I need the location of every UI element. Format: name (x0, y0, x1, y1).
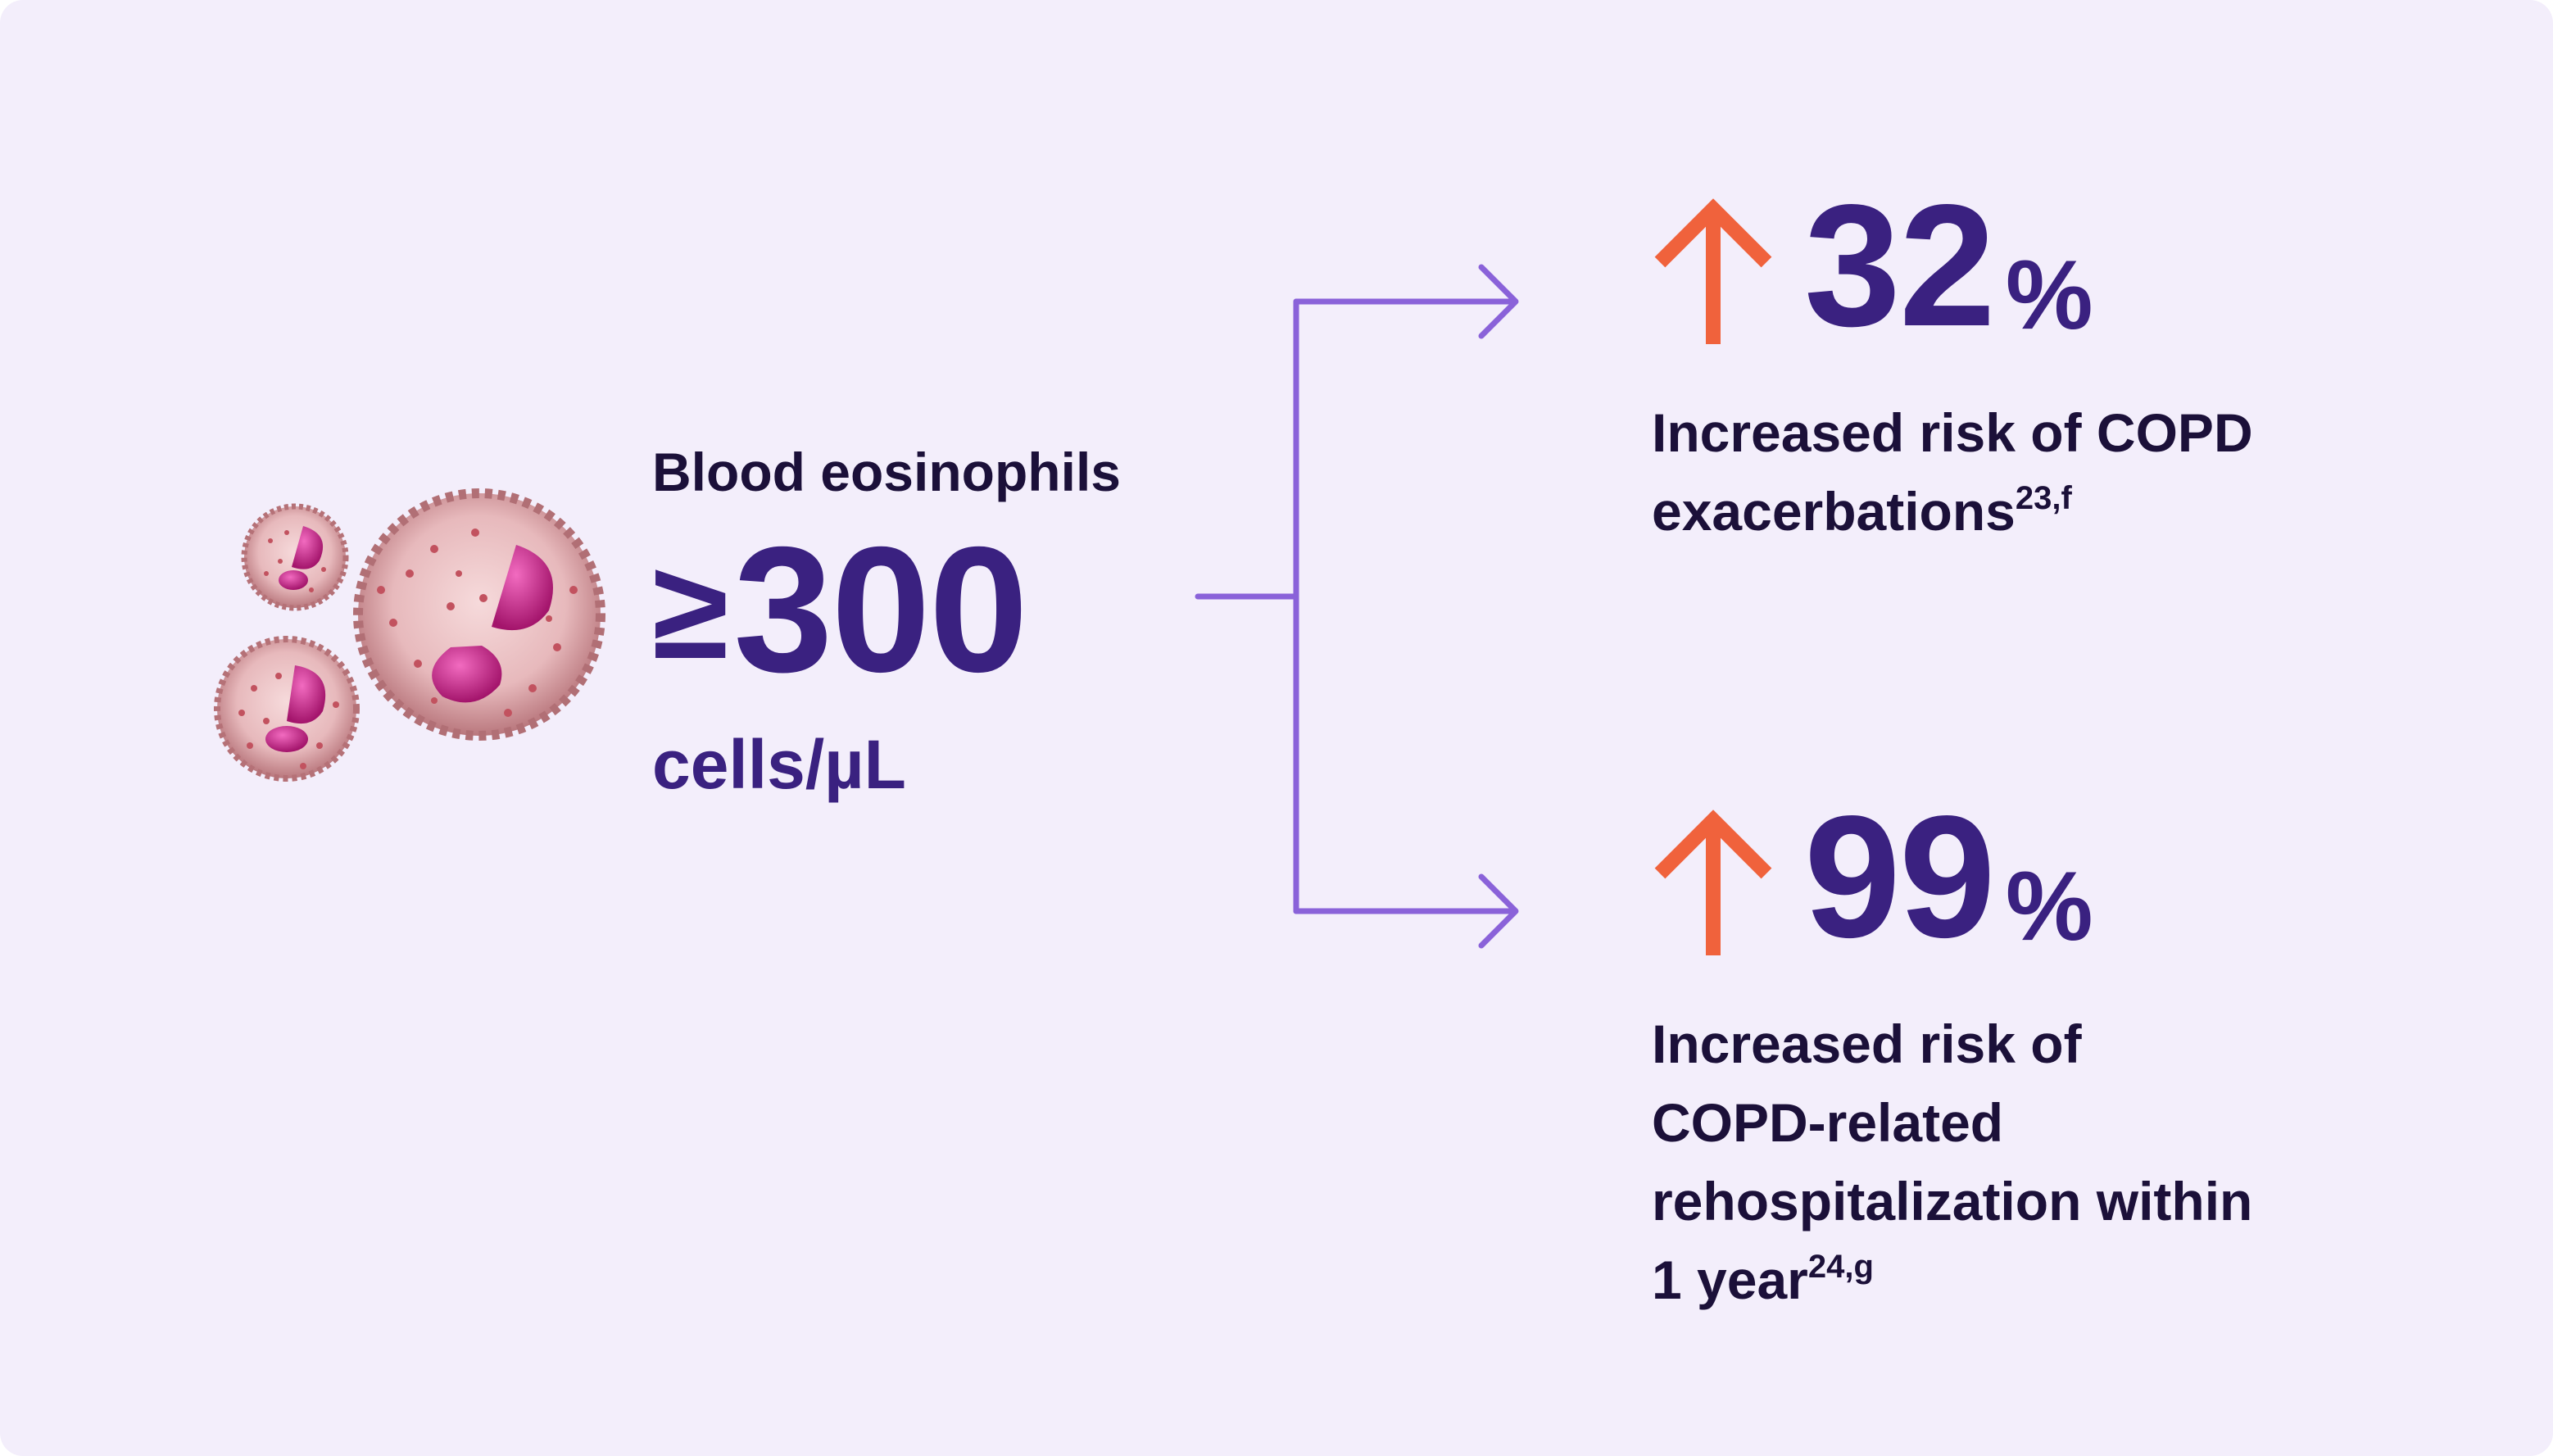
stat-headline: 32 % (1652, 168, 2356, 363)
stat-desc-line: Increased risk of COPD (1652, 402, 2253, 463)
connector-bottom-arrowhead (1478, 873, 1519, 949)
stat-value: 99 (1804, 779, 1996, 974)
stat-percent: % (2005, 851, 2093, 961)
large-cell (353, 488, 605, 741)
stat-desc-line: rehospitalization within (1652, 1171, 2253, 1231)
eosinophil-cells-icon (214, 488, 605, 782)
footnote-ref: 24,g (1807, 1249, 1874, 1285)
stat-description: Increased risk of COPD-related rehospita… (1652, 1005, 2356, 1319)
small-cell-top (241, 503, 349, 611)
greater-equal-symbol: ≥ (652, 533, 729, 688)
stat-desc-text: exacerbations (1652, 481, 2016, 542)
threshold-number: 300 (733, 510, 1028, 710)
stat-desc-text: 1 year (1652, 1250, 1808, 1310)
stat-headline: 99 % (1652, 779, 2356, 974)
threshold-unit: cells/µL (652, 726, 906, 803)
stat-description: Increased risk of COPD exacerbations23,f (1652, 393, 2356, 551)
stat-percent: % (2005, 240, 2093, 350)
blood-eosinophils-label: Blood eosinophils (652, 442, 1121, 502)
footnote-ref: 23,f (2015, 480, 2072, 516)
stat-exacerbations: 32 % Increased risk of COPD exacerbation… (1652, 168, 2356, 551)
stat-desc-line: Increased risk of (1652, 1014, 2082, 1074)
stat-rehospitalization: 99 % Increased risk of COPD-related reho… (1652, 779, 2356, 1319)
stat-desc-line: 1 year24,g (1652, 1241, 2356, 1319)
stat-desc-line: COPD-related (1652, 1092, 2004, 1153)
stat-value: 32 (1804, 168, 1996, 363)
arrow-up-icon (1654, 198, 1772, 344)
stat-desc-line: exacerbations23,f (1652, 472, 2356, 551)
small-cell-bottom (214, 636, 360, 782)
connector-top-arrowhead (1478, 264, 1519, 339)
threshold-value: ≥ 300 (652, 521, 1028, 700)
arrow-up-icon (1654, 810, 1772, 955)
